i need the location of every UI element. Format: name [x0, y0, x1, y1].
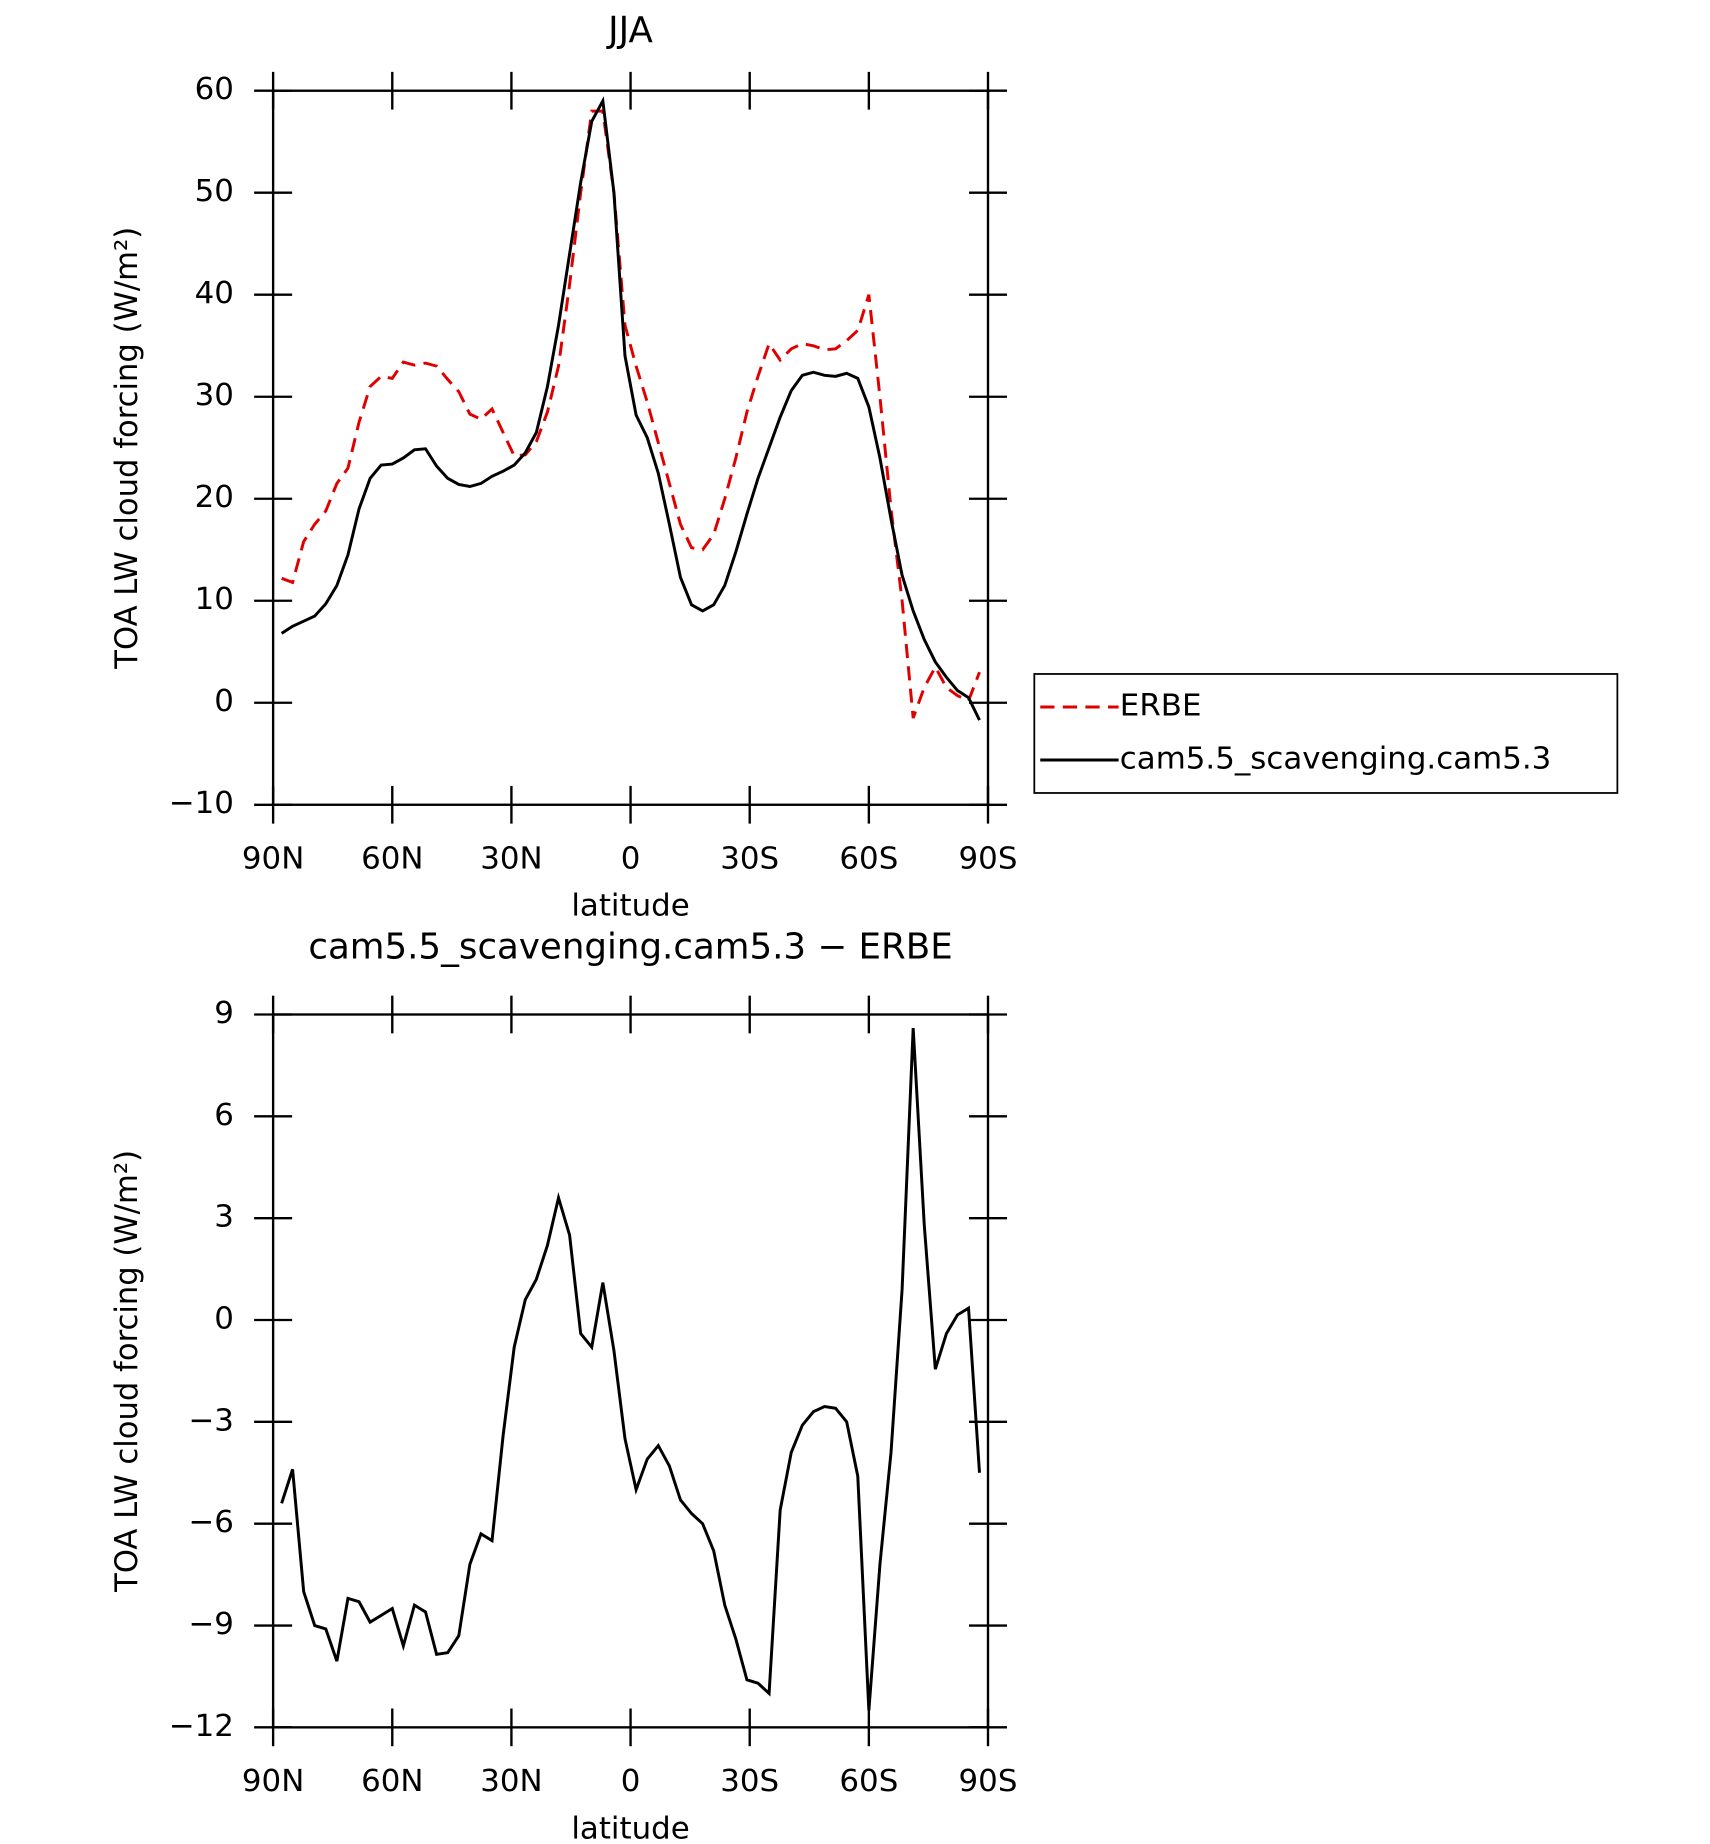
x-tick-label: 30S [720, 1763, 779, 1799]
x-tick-label: 90S [959, 1763, 1018, 1799]
y-tick-label: 10 [195, 581, 234, 617]
x-tick-label: 90S [959, 841, 1018, 877]
plot-frame [271, 89, 990, 806]
x-tick-label: 30N [480, 841, 542, 877]
y-tick-label: 6 [214, 1097, 234, 1133]
y-axis-label: TOA LW cloud forcing (W/m²) [109, 1150, 145, 1593]
y-tick-label: 40 [195, 275, 234, 311]
x-tick-label: 60S [839, 1763, 898, 1799]
y-axis-label: TOA LW cloud forcing (W/m²) [109, 227, 145, 670]
legend-label: ERBE [1120, 688, 1202, 724]
y-tick-label: 0 [214, 683, 234, 719]
chart-title: cam5.5_scavenging.cam5.3 − ERBE [308, 927, 952, 968]
x-axis-label: latitude [571, 1810, 689, 1844]
x-tick-label: 30S [720, 841, 779, 877]
x-tick-label: 0 [621, 1763, 641, 1799]
x-tick-label: 90N [242, 841, 304, 877]
y-tick-label: 30 [195, 377, 234, 413]
x-axis-label: latitude [571, 888, 689, 924]
y-tick-label: 3 [214, 1199, 234, 1235]
data-line [281, 109, 981, 719]
y-tick-label: 20 [195, 479, 234, 515]
y-tick-label: 9 [214, 995, 234, 1031]
y-tick-label: −10 [169, 785, 234, 821]
y-tick-label: −3 [188, 1402, 234, 1438]
x-tick-label: 90N [242, 1763, 304, 1799]
x-tick-label: 60N [361, 1763, 423, 1799]
y-tick-label: 0 [214, 1301, 234, 1337]
chart-title: JJA [606, 10, 653, 51]
x-tick-label: 60S [839, 841, 898, 877]
data-line [280, 1027, 981, 1711]
plot-frame [271, 1013, 990, 1729]
x-tick-label: 60N [361, 841, 423, 877]
legend-label: cam5.5_scavenging.cam5.3 [1120, 741, 1551, 777]
data-line [280, 96, 981, 721]
y-tick-label: 50 [195, 173, 234, 209]
y-tick-label: −12 [169, 1708, 234, 1744]
x-tick-label: 0 [621, 841, 641, 877]
y-tick-label: −9 [188, 1606, 234, 1642]
x-tick-label: 30N [480, 1763, 542, 1799]
legend-box [1033, 673, 1619, 794]
y-tick-label: 60 [195, 71, 234, 107]
y-tick-label: −6 [188, 1504, 234, 1540]
